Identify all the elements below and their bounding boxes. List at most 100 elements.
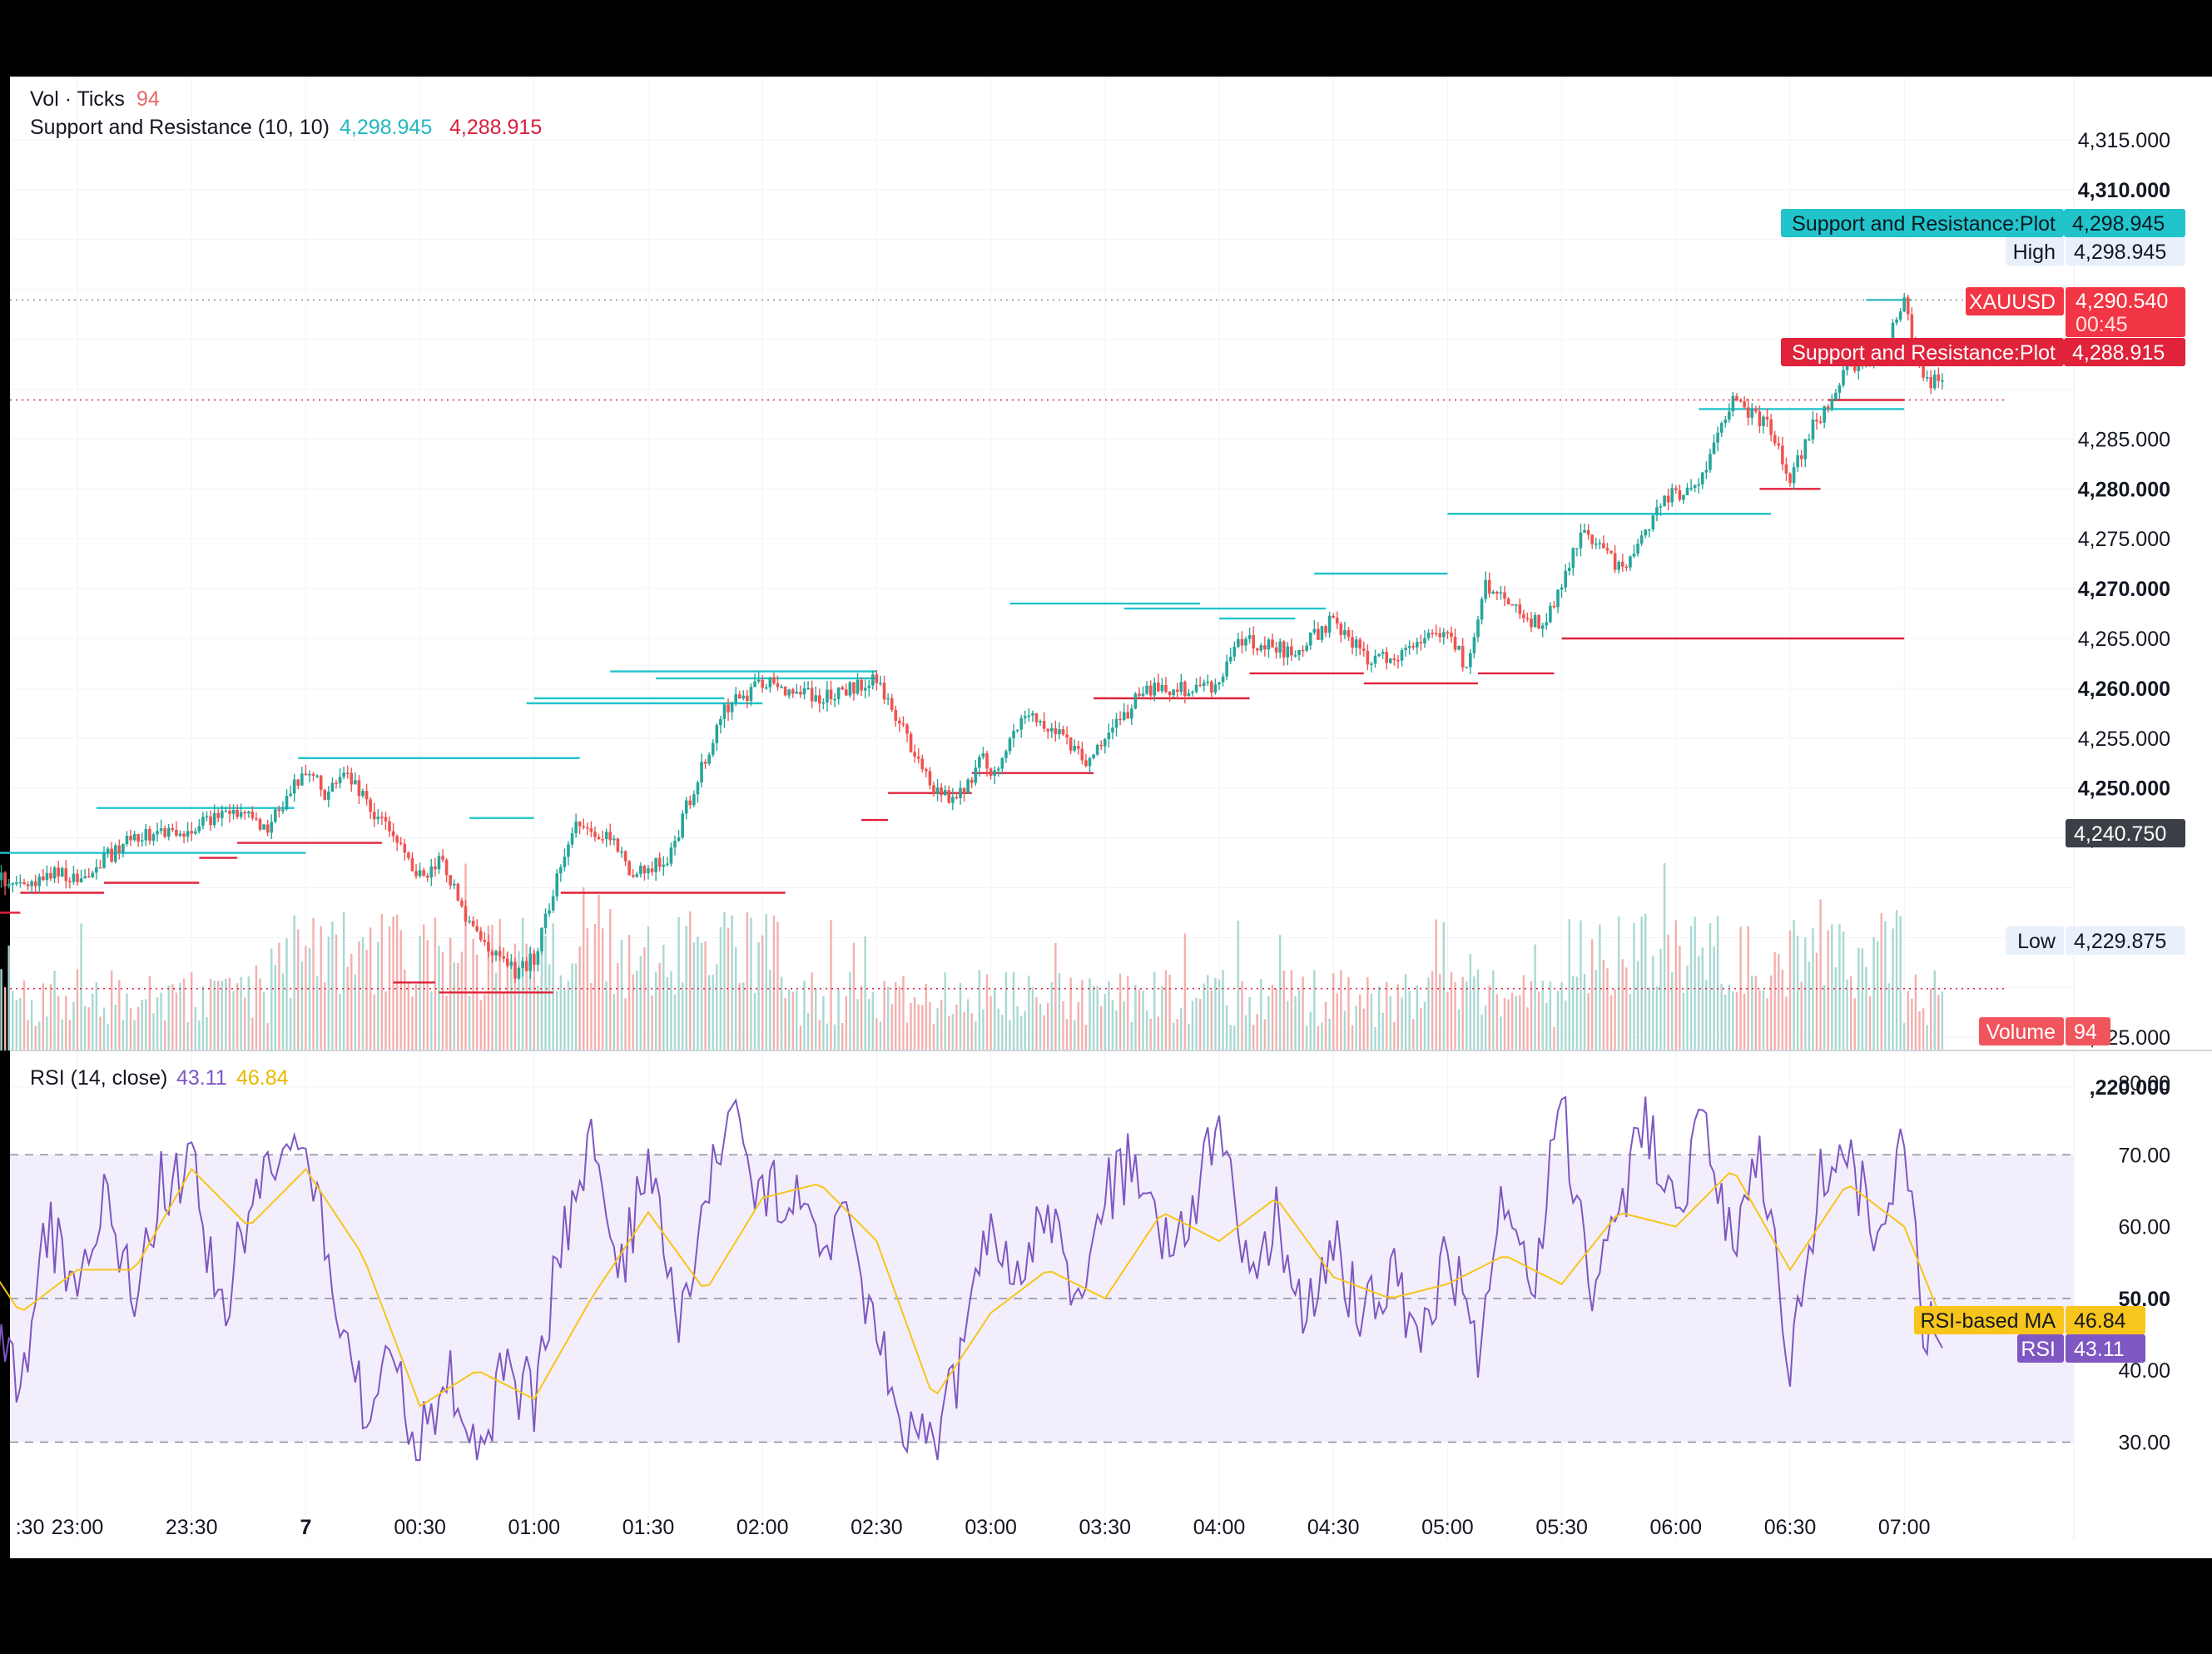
volume-bar bbox=[712, 974, 714, 1051]
volume-bar bbox=[358, 941, 360, 1051]
candle-body bbox=[144, 829, 148, 841]
candle-body bbox=[1682, 494, 1685, 500]
volume-bar bbox=[1263, 1019, 1267, 1051]
candle-body bbox=[91, 872, 95, 877]
volume-bar bbox=[1842, 931, 1845, 1051]
volume-bar bbox=[902, 976, 905, 1051]
volume-bar bbox=[716, 964, 718, 1051]
candle-body bbox=[1613, 553, 1617, 570]
candle-body bbox=[791, 689, 795, 694]
price-tick-label: 4,315.000 bbox=[2078, 129, 2170, 152]
volume-bar bbox=[339, 994, 341, 1051]
volume-bar bbox=[1297, 990, 1301, 1051]
candle-body bbox=[684, 800, 688, 814]
candle-body bbox=[79, 878, 83, 882]
sr-resistance-tag-name: Support and Resistance:Plot bbox=[1792, 212, 2056, 236]
candle-body bbox=[555, 873, 559, 897]
candle-body bbox=[867, 685, 871, 688]
candle-body bbox=[231, 809, 236, 814]
legend-support-resistance[interactable]: Support and Resistance (10, 10) 4,298.94… bbox=[30, 116, 542, 139]
volume-bar bbox=[1648, 987, 1650, 1051]
volume-bar bbox=[49, 984, 52, 1051]
candle-body bbox=[1754, 409, 1758, 412]
candle-body bbox=[475, 926, 479, 931]
volume-bar bbox=[262, 991, 265, 1051]
volume-bar bbox=[681, 982, 684, 1051]
candle-body bbox=[756, 679, 761, 682]
candle-body bbox=[814, 695, 818, 702]
volume-bar bbox=[997, 1008, 999, 1051]
high-tag-value-bg bbox=[2066, 237, 2185, 266]
volume-bar bbox=[327, 936, 330, 1051]
volume-bar bbox=[1089, 978, 1091, 1051]
candle-body bbox=[1560, 587, 1564, 590]
candle-body bbox=[780, 686, 783, 688]
candle-body bbox=[528, 953, 533, 971]
candle-body bbox=[722, 704, 727, 719]
volume-bar bbox=[308, 948, 311, 1051]
volume-bar bbox=[1606, 968, 1609, 1051]
candle-body bbox=[315, 775, 319, 777]
volume-bar bbox=[1214, 977, 1217, 1051]
volume-bar bbox=[666, 976, 669, 1051]
volume-bar bbox=[1640, 916, 1643, 1051]
candle-body bbox=[285, 795, 289, 810]
candle-body bbox=[1347, 630, 1351, 638]
candle-body bbox=[1644, 529, 1648, 536]
volume-bar bbox=[1427, 977, 1430, 1051]
volume-bar bbox=[472, 939, 474, 1051]
candle-body bbox=[753, 681, 756, 688]
volume-bar bbox=[404, 969, 406, 1051]
candle-body bbox=[1852, 362, 1857, 371]
volume-bar bbox=[1355, 1006, 1357, 1051]
candle-body bbox=[1598, 543, 1602, 544]
volume-bar bbox=[806, 1012, 810, 1051]
candle-body bbox=[1263, 645, 1267, 650]
volume-bar bbox=[1222, 970, 1224, 1051]
volume-bar bbox=[1408, 991, 1411, 1051]
volume-bar bbox=[152, 1013, 155, 1051]
candle-body bbox=[250, 811, 255, 818]
volume-bar bbox=[1347, 976, 1350, 1051]
volume-bar bbox=[510, 958, 513, 1051]
volume-bar bbox=[1043, 1015, 1045, 1051]
candle-body bbox=[974, 767, 978, 783]
volume-bar bbox=[114, 1004, 117, 1051]
candle-body bbox=[978, 757, 981, 768]
candle-body bbox=[49, 872, 52, 879]
candle-body bbox=[1327, 615, 1332, 633]
candle-body bbox=[1153, 683, 1157, 696]
volume-bar bbox=[201, 986, 205, 1051]
volume-bar bbox=[1933, 970, 1936, 1051]
candle-body bbox=[1282, 641, 1286, 658]
volume-bar bbox=[206, 1016, 208, 1051]
volume-bar bbox=[1868, 996, 1872, 1051]
volume-bar bbox=[1865, 966, 1867, 1051]
volume-bar bbox=[1682, 992, 1685, 1051]
volume-bar bbox=[1510, 992, 1514, 1051]
volume-bar bbox=[617, 962, 619, 1051]
volume-bar bbox=[574, 963, 578, 1051]
volume-bar bbox=[1549, 981, 1552, 1051]
candle-body bbox=[1267, 639, 1271, 650]
volume-bar bbox=[1104, 993, 1106, 1051]
candle-body bbox=[741, 695, 746, 699]
candle-body bbox=[802, 688, 806, 695]
legend-volume[interactable]: Vol · Ticks 94 bbox=[30, 87, 160, 111]
candle-body bbox=[289, 793, 292, 796]
volume-bar bbox=[1488, 985, 1490, 1051]
candle-body bbox=[657, 857, 662, 867]
candle-body bbox=[1213, 684, 1218, 693]
volume-bar bbox=[769, 970, 771, 1051]
candle-body bbox=[171, 827, 175, 830]
volume-bar bbox=[993, 988, 996, 1051]
volume-bar bbox=[68, 1020, 72, 1051]
rsi-tick-label: 60.00 bbox=[2118, 1216, 2170, 1239]
candle-body bbox=[540, 927, 543, 951]
legend-sr-support-value: 4,288.915 bbox=[449, 116, 542, 139]
time-axis[interactable]: :30 23:00 23:30 7 00:30 01:00 01:30 02:00 02:30 0… bbox=[16, 1516, 1931, 1539]
candle-body bbox=[125, 836, 129, 845]
legend-rsi[interactable]: RSI (14, close) 43.11 46.84 bbox=[30, 1066, 289, 1090]
